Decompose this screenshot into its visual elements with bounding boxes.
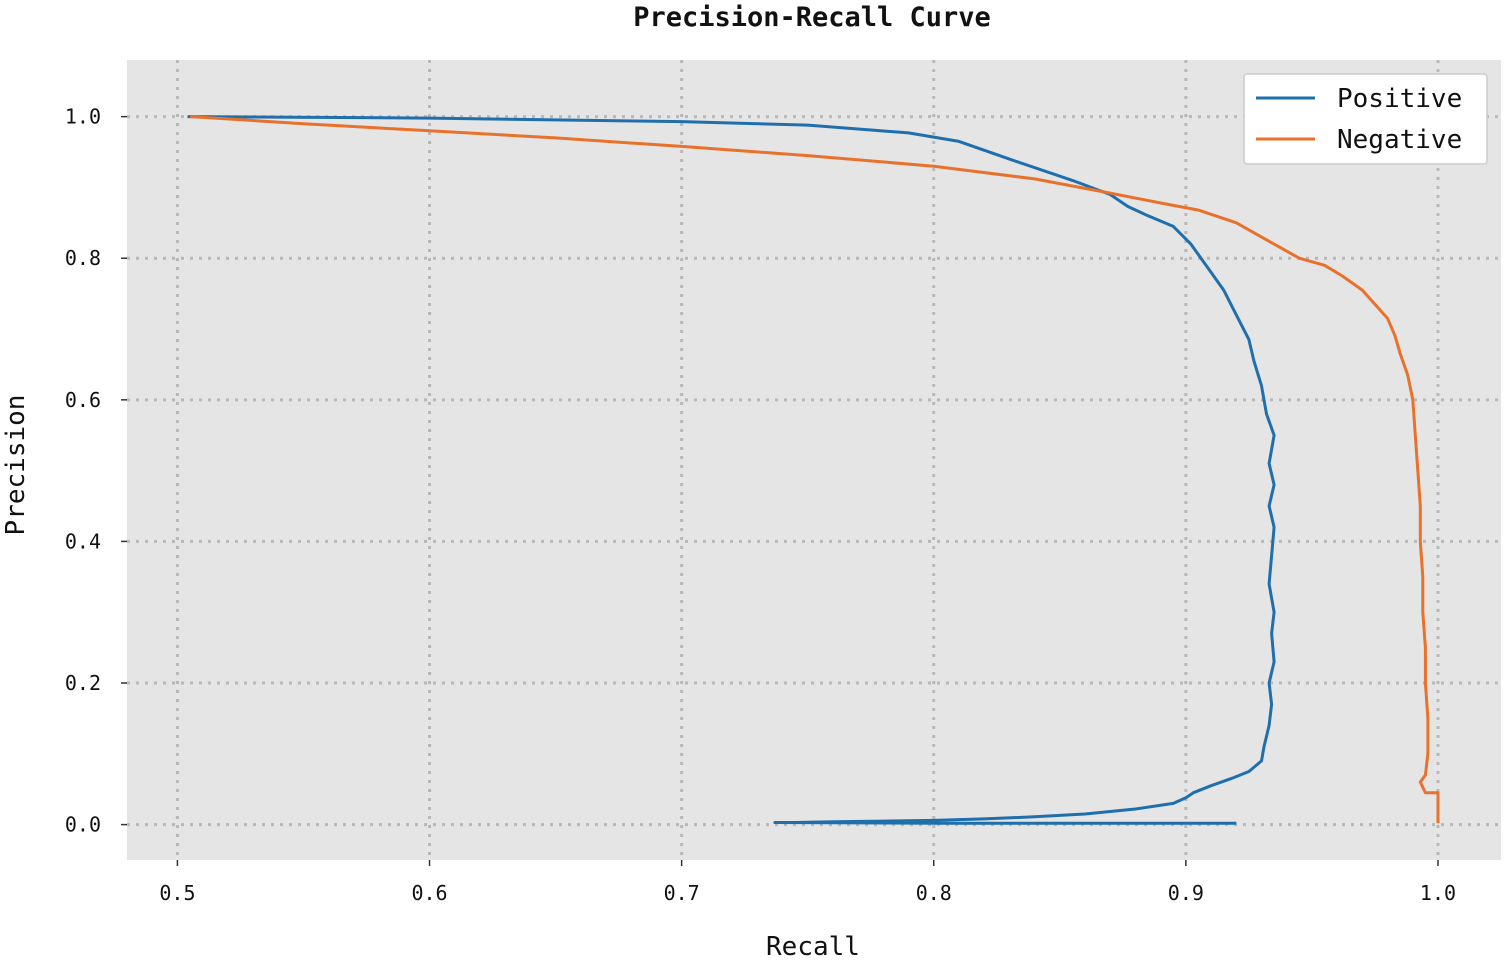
plot-area bbox=[127, 60, 1501, 860]
x-tick-label: 0.6 bbox=[411, 881, 447, 905]
x-tick-label: 1.0 bbox=[1420, 881, 1456, 905]
x-tick-label: 0.7 bbox=[664, 881, 700, 905]
x-tick-label: 0.5 bbox=[159, 881, 195, 905]
x-tick-label: 0.8 bbox=[916, 881, 952, 905]
y-tick-label: 0.4 bbox=[65, 529, 101, 553]
legend: Positive Negative bbox=[1243, 73, 1488, 165]
y-tick-label: 0.2 bbox=[65, 671, 101, 695]
y-tick-label: 0.6 bbox=[65, 388, 101, 412]
legend-label-positive: Positive bbox=[1337, 84, 1462, 114]
y-tick-label: 0.0 bbox=[65, 813, 101, 837]
x-axis-label: Recall bbox=[766, 932, 860, 962]
x-tick-label: 0.9 bbox=[1168, 881, 1204, 905]
chart-title: Precision-Recall Curve bbox=[633, 2, 991, 33]
y-tick-label: 0.8 bbox=[65, 246, 101, 270]
series-line-negative bbox=[189, 115, 1440, 824]
grid-lines bbox=[127, 60, 1501, 860]
y-axis-label: Precision bbox=[1, 395, 31, 536]
axis-ticks: 0.5 0.6 0.7 0.8 0.9 1.0 0.0 0.2 0.4 0.6 0.8 1.0 bbox=[65, 105, 1456, 905]
series-layer bbox=[187, 115, 1440, 825]
y-tick-label: 1.0 bbox=[65, 105, 101, 129]
legend-label-negative: Negative bbox=[1337, 125, 1462, 155]
series-line-positive bbox=[187, 115, 1276, 825]
